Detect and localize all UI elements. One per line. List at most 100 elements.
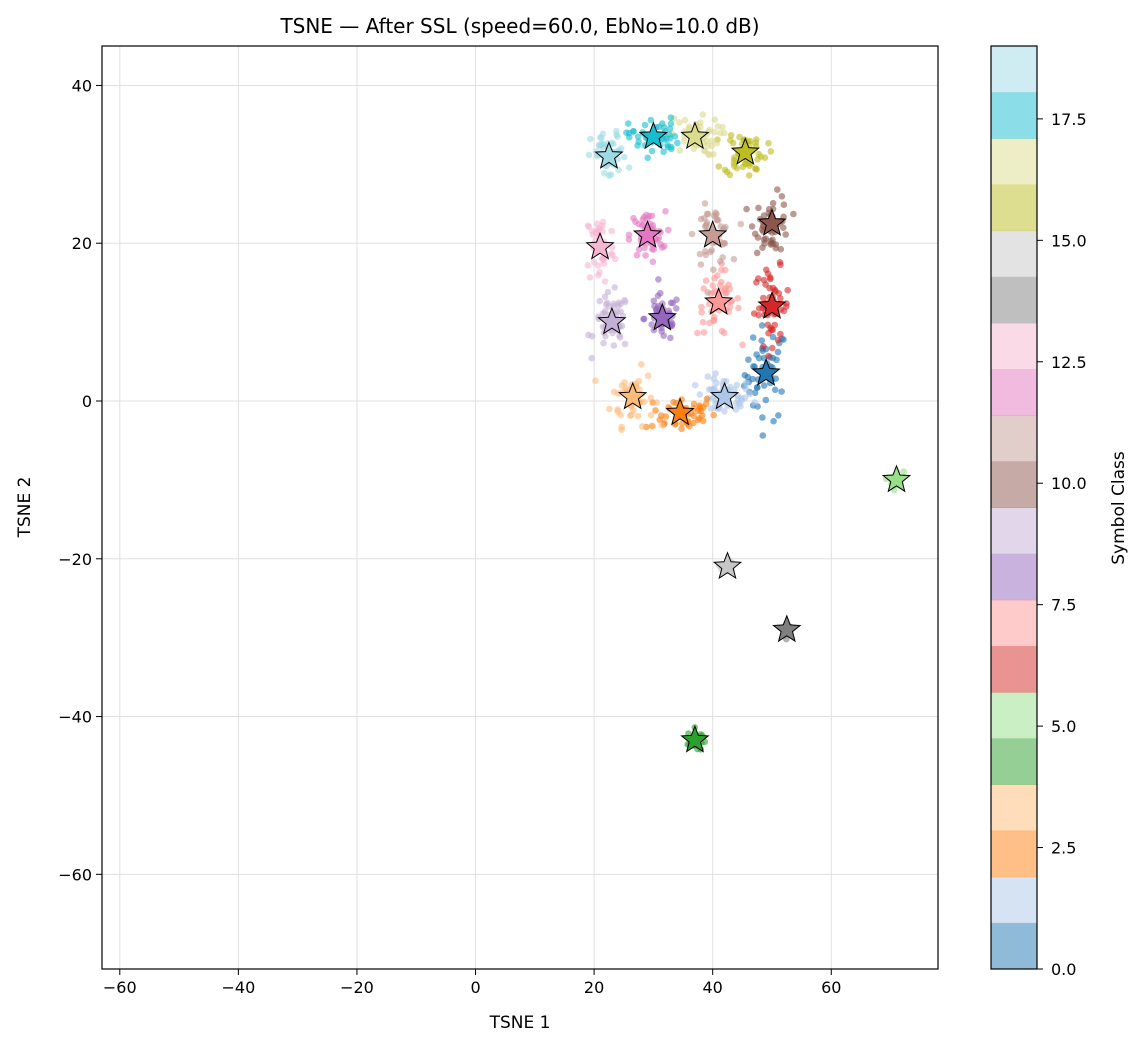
scatter-point	[690, 145, 697, 153]
scatter-point	[753, 279, 760, 286]
scatter-point	[711, 116, 719, 123]
scatter-point	[678, 425, 685, 433]
colorbar-tick-label: 7.5	[1051, 596, 1076, 615]
scatter-point	[750, 310, 758, 317]
scatter-point	[726, 383, 734, 391]
colorbar: 0.0 2.5 5.0 7.5 10.0 12.5 15.0 17.5	[990, 45, 1087, 979]
scatter-point	[700, 147, 708, 154]
scatter-point	[598, 134, 605, 142]
scatter-point	[616, 334, 624, 341]
scatter-point	[708, 137, 715, 145]
colorbar-segment	[991, 876, 1037, 924]
centroid-star	[680, 121, 710, 150]
scatter-point	[587, 135, 594, 143]
scatter-point	[655, 276, 662, 283]
scatter-point	[702, 277, 710, 285]
scatter-point	[647, 411, 655, 419]
chart-title: TSNE — After SSL (speed=60.0, EbNo=10.0 …	[279, 14, 759, 38]
scatter-point	[653, 306, 660, 313]
scatter-point	[746, 390, 753, 398]
scatter-point	[755, 150, 762, 158]
scatter-point	[644, 154, 651, 162]
scatter-point	[754, 384, 761, 391]
scatter-point	[618, 322, 626, 330]
scatter-point	[717, 258, 724, 265]
scatter-point	[639, 216, 647, 223]
scatter-point	[745, 356, 752, 364]
scatter-point	[608, 139, 616, 147]
colorbar-segment	[991, 46, 1037, 93]
scatter-point	[586, 274, 594, 281]
scatter-point	[734, 295, 742, 302]
scatter-point	[691, 381, 699, 389]
scatter-point	[760, 343, 767, 350]
scatter-point	[765, 352, 772, 360]
scatter-point	[603, 301, 610, 308]
scatter-point	[773, 356, 780, 364]
scatter-point	[758, 322, 766, 329]
scatter-point	[638, 361, 645, 368]
scatter-point	[641, 121, 649, 129]
scatter-point	[704, 210, 712, 218]
scatter-point	[644, 372, 652, 380]
x-tick-label: 20	[584, 978, 604, 997]
scatter-point	[667, 114, 675, 121]
scatter-point	[680, 137, 688, 145]
scatter-point	[625, 164, 633, 171]
scatter-point	[699, 318, 707, 326]
scatter-point	[713, 216, 721, 224]
scatter-point	[649, 258, 657, 266]
centroid-star	[594, 141, 624, 169]
scatter-point	[746, 162, 753, 170]
scatter-point	[763, 266, 770, 274]
scatter-points	[584, 111, 908, 753]
scatter-point	[780, 201, 788, 208]
centroid-star	[703, 287, 734, 315]
scatter-point	[648, 321, 655, 328]
scatter-point	[698, 303, 705, 311]
centroid-star	[730, 137, 760, 165]
scatter-point	[662, 208, 669, 215]
scatter-point	[614, 133, 621, 140]
centroid-star	[585, 231, 615, 260]
plot-area: −60 −40 −20 0 20 40 60 −60 −40 −20 0 20 40	[58, 45, 939, 997]
scatter-point	[701, 248, 709, 255]
scatter-point	[661, 242, 668, 250]
scatter-point	[713, 139, 720, 147]
scatter-point	[699, 111, 707, 118]
scatter-point	[585, 223, 593, 231]
centroid-markers	[585, 121, 912, 753]
scatter-point	[731, 156, 738, 164]
scatter-point	[614, 408, 622, 415]
x-tick-label: 60	[821, 978, 841, 997]
scatter-point	[676, 147, 684, 154]
y-tick-label: −40	[58, 708, 92, 727]
scatter-point	[730, 255, 738, 263]
colorbar-segment	[991, 184, 1037, 232]
scatter-point	[615, 299, 623, 307]
scatter-point	[753, 136, 760, 143]
scatter-point	[599, 228, 606, 235]
scatter-point	[748, 223, 756, 230]
scatter-point	[588, 332, 596, 340]
scatter-point	[697, 119, 704, 126]
scatter-point	[639, 222, 646, 229]
scatter-point	[625, 236, 633, 243]
scatter-point	[720, 377, 727, 385]
colorbar-segment	[991, 138, 1037, 185]
scatter-point	[721, 166, 729, 174]
colorbar-segment	[991, 738, 1037, 785]
scatter-point	[676, 119, 683, 126]
scatter-point	[744, 373, 752, 381]
scatter-point	[759, 414, 766, 421]
scatter-point	[658, 422, 665, 429]
scatter-point	[694, 329, 701, 337]
scatter-point	[593, 220, 601, 227]
scatter-point	[633, 251, 641, 259]
scatter-point	[777, 245, 785, 253]
scatter-point	[755, 204, 762, 212]
scatter-point	[753, 351, 760, 358]
x-axis-label: TSNE 1	[489, 1013, 551, 1033]
colorbar-segment	[991, 230, 1037, 278]
scatter-point	[594, 272, 602, 279]
